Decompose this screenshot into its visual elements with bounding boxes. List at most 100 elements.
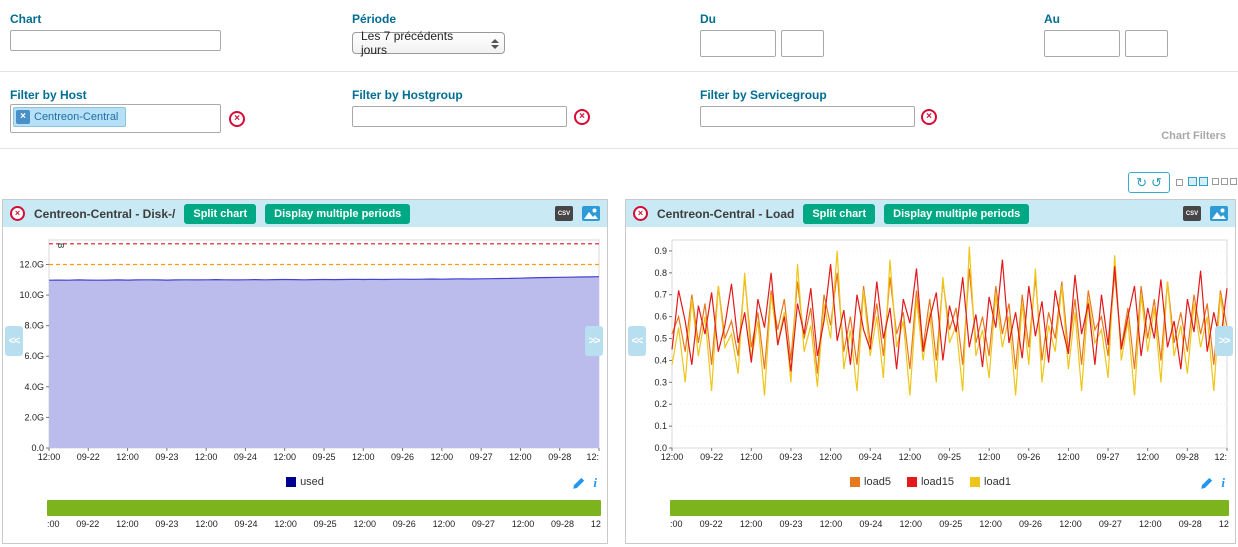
- svg-text:12:00: 12:00: [819, 452, 842, 462]
- servicegroup-filter-input[interactable]: [700, 106, 915, 127]
- chart-filter-input[interactable]: [10, 30, 221, 51]
- svg-text:0.4: 0.4: [654, 355, 667, 365]
- split-chart-button[interactable]: Split chart: [184, 203, 257, 224]
- du-label: Du: [700, 12, 716, 26]
- timeline-tick: 09-27: [1098, 519, 1122, 529]
- timeline-tick: 09-23: [779, 519, 803, 529]
- chart-area: 0.0 2.0G 4.0G 6.0G 8.0G 10.0G 12.0G 12:00 09-22 1…: [3, 230, 607, 470]
- periode-label: Période: [352, 12, 397, 26]
- svg-text:12:00: 12:00: [38, 452, 61, 462]
- hostgroup-filter-label: Filter by Hostgroup: [352, 88, 463, 102]
- timeline-tick: 12: [590, 519, 601, 529]
- svg-text:09-22: 09-22: [700, 452, 723, 462]
- refresh-icon[interactable]: ↻: [1136, 175, 1147, 190]
- timeline-tick: 09-27: [471, 519, 495, 529]
- periode-select-value: Les 7 précédents jours: [361, 29, 454, 57]
- chart-title: Centreon-Central - Disk-/: [34, 206, 176, 221]
- edit-icon[interactable]: [572, 477, 585, 490]
- display-multiple-periods-button[interactable]: Display multiple periods: [884, 203, 1030, 224]
- split-chart-button[interactable]: Split chart: [803, 203, 876, 224]
- panel-header: × Centreon-Central - Disk-/ Split chart …: [3, 200, 607, 227]
- svg-text:0.2: 0.2: [654, 399, 667, 409]
- timeline-tick: 09-23: [155, 519, 179, 529]
- chart-legend: load5 load15 load1: [842, 476, 1019, 490]
- au-label: Au: [1044, 12, 1060, 26]
- timeline-tick: 12:00: [511, 519, 535, 529]
- layout-one-column-button[interactable]: [1176, 179, 1183, 186]
- svg-text:12:00: 12:00: [978, 452, 1001, 462]
- du-time-input[interactable]: [781, 30, 824, 57]
- du-date-input[interactable]: [700, 30, 776, 57]
- svg-text:09-25: 09-25: [312, 452, 335, 462]
- svg-text:12:00: 12:00: [509, 452, 532, 462]
- timeline-tick: 12:00: [899, 519, 923, 529]
- layout-three-columns-button[interactable]: [1212, 178, 1237, 185]
- divider: [0, 148, 1238, 149]
- svg-text:09-23: 09-23: [779, 452, 802, 462]
- svg-text:0.1: 0.1: [654, 421, 667, 431]
- pan-right-button[interactable]: >>: [585, 326, 603, 356]
- close-chart-icon[interactable]: ×: [633, 206, 648, 221]
- period-refresh-icon[interactable]: ↺: [1151, 175, 1162, 190]
- pan-left-button[interactable]: <<: [628, 326, 646, 356]
- host-filter-input[interactable]: × Centreon-Central: [10, 104, 221, 133]
- clear-servicegroup-filter-icon[interactable]: ×: [921, 109, 937, 125]
- divider: [0, 71, 1238, 72]
- svg-text:09-22: 09-22: [77, 452, 100, 462]
- chart-area: 0.0 0.1 0.2 0.3 0.4 0.5 0.6 0.7 0.8 0.9 12:00 09-22…: [626, 230, 1235, 470]
- panel-header: × Centreon-Central - Load Split chart Di…: [626, 200, 1235, 227]
- select-stepper-icon: [488, 36, 501, 51]
- timeline-tick: 09-26: [392, 519, 416, 529]
- pan-left-button[interactable]: <<: [5, 326, 23, 356]
- svg-text:0.9: 0.9: [654, 246, 667, 256]
- export-csv-icon[interactable]: CSV: [1183, 206, 1201, 221]
- remove-tag-icon[interactable]: ×: [16, 110, 30, 124]
- svg-text:12:00: 12:00: [661, 452, 684, 462]
- svg-text:12.0G: 12.0G: [19, 259, 44, 269]
- timeline-tick: 12:00: [979, 519, 1002, 529]
- host-filter-label: Filter by Host: [10, 88, 87, 102]
- chart-plot[interactable]: 0.0 2.0G 4.0G 6.0G 8.0G 10.0G 12.0G 12:00 09-22 1…: [5, 230, 605, 464]
- info-icon[interactable]: i: [593, 475, 597, 490]
- svg-text:09-26: 09-26: [1017, 452, 1040, 462]
- svg-text:12:00: 12:00: [195, 452, 218, 462]
- timeline-tick: 12:00: [1139, 519, 1162, 529]
- export-image-icon[interactable]: [582, 206, 600, 221]
- legend-swatch: [970, 477, 981, 487]
- timeline-tick: 12:00: [274, 519, 297, 529]
- legend-label: load1: [984, 476, 1011, 488]
- timeline-tick: 09-25: [313, 519, 337, 529]
- legend-label: used: [300, 476, 324, 488]
- info-icon[interactable]: i: [1221, 475, 1225, 490]
- timeline-tick: 09-24: [234, 519, 258, 529]
- legend-item: used: [286, 476, 324, 488]
- export-image-icon[interactable]: [1210, 206, 1228, 221]
- svg-text:0.7: 0.7: [654, 290, 667, 300]
- close-chart-icon[interactable]: ×: [10, 206, 25, 221]
- layout-two-columns-button[interactable]: [1188, 177, 1208, 186]
- timeline-labels: :00 09-22 12:00 09-23 12:00 09-24 12:00 09-25 12…: [670, 519, 1229, 529]
- timeline-bar[interactable]: [670, 500, 1229, 516]
- pan-right-button[interactable]: >>: [1215, 326, 1233, 356]
- svg-text:09-23: 09-23: [155, 452, 178, 462]
- hostgroup-filter-input[interactable]: [352, 106, 567, 127]
- timeline-tick: :00: [47, 519, 60, 529]
- timeline-tick: 12:00: [195, 519, 218, 529]
- timeline-tick: 09-22: [699, 519, 723, 529]
- periode-select[interactable]: Les 7 précédents jours: [352, 29, 505, 57]
- chart-plot[interactable]: 0.0 0.1 0.2 0.3 0.4 0.5 0.6 0.7 0.8 0.9 12:00 09-22…: [628, 230, 1233, 464]
- svg-text:0.0: 0.0: [31, 443, 44, 453]
- servicegroup-filter-label: Filter by Servicegroup: [700, 88, 827, 102]
- timeline-bar[interactable]: [47, 500, 601, 516]
- clear-host-filter-icon[interactable]: ×: [229, 111, 245, 127]
- au-time-input[interactable]: [1125, 30, 1168, 57]
- timeline-tick: 09-28: [1178, 519, 1202, 529]
- edit-icon[interactable]: [1200, 477, 1213, 490]
- svg-text:12:00: 12:00: [1136, 452, 1159, 462]
- display-multiple-periods-button[interactable]: Display multiple periods: [265, 203, 411, 224]
- au-date-input[interactable]: [1044, 30, 1120, 57]
- export-csv-icon[interactable]: CSV: [555, 206, 573, 221]
- svg-text:0.0: 0.0: [654, 443, 667, 453]
- clear-hostgroup-filter-icon[interactable]: ×: [574, 109, 590, 125]
